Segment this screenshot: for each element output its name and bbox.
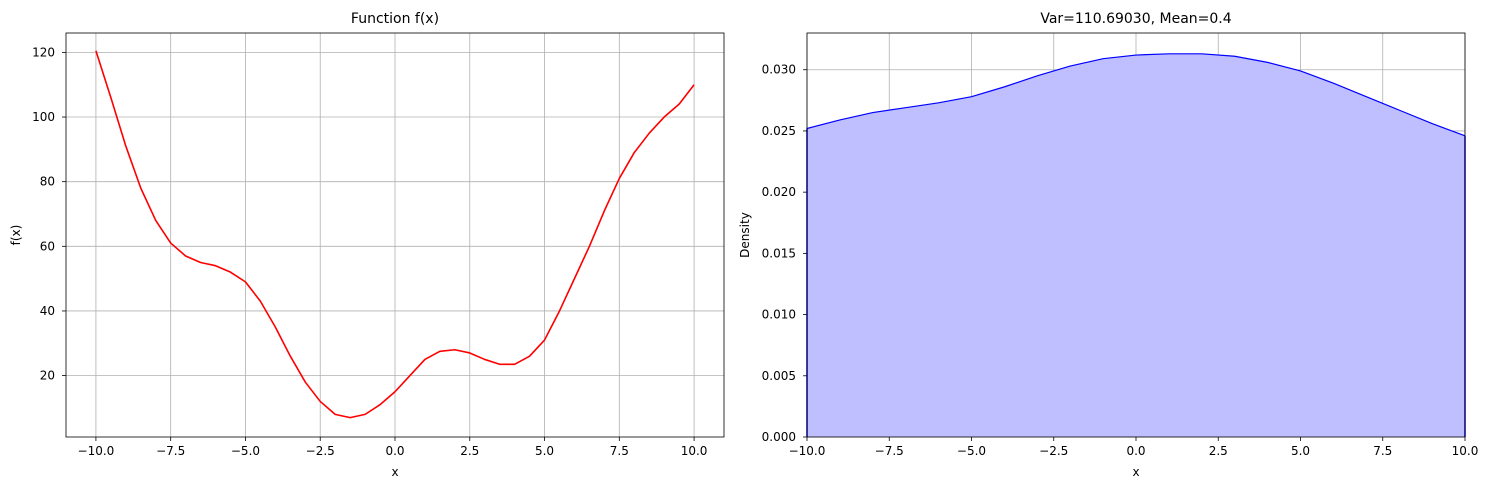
y-tick-label: 60: [40, 239, 55, 253]
y-tick-label: 100: [32, 110, 55, 124]
x-tick-label: −7.5: [156, 444, 185, 458]
function-line: [95, 50, 695, 419]
x-tick-label: −5.0: [957, 444, 986, 458]
y-axis-label: f(x): [9, 225, 23, 246]
x-axis-label: x: [391, 465, 398, 479]
x-tick-label: 2.5: [460, 444, 479, 458]
x-tick-label: 0.0: [1126, 444, 1145, 458]
x-tick-label: 0.0: [385, 444, 404, 458]
x-tick-label: −2.5: [1039, 444, 1068, 458]
y-tick-label: 0.020: [762, 185, 796, 199]
x-axis-label: x: [1132, 465, 1139, 479]
left-chart: −10.0 −7.5 −5.0 −2.5 0.0 2.5 5.0 7.5 10.0 20 40 60 8…: [9, 11, 725, 479]
x-tick-label: 10.0: [1452, 444, 1479, 458]
y-tick-label: 80: [40, 175, 55, 189]
y-tick-label: 40: [40, 304, 55, 318]
x-tick-label: −2.5: [306, 444, 335, 458]
chart-title: Var=110.69030, Mean=0.4: [1040, 11, 1231, 27]
y-tick-label: 0.025: [762, 124, 796, 138]
x-tick-label: −10.0: [789, 444, 826, 458]
x-tick-label: −5.0: [231, 444, 260, 458]
y-tick-label: 0.010: [762, 308, 796, 322]
x-tick-label: 7.5: [610, 444, 629, 458]
x-tick-label: 10.0: [681, 444, 708, 458]
y-tick-label: 0.000: [762, 430, 796, 444]
x-tick-label: 2.5: [1209, 444, 1228, 458]
x-tick-label: −10.0: [78, 444, 115, 458]
x-tick-label: 7.5: [1373, 444, 1392, 458]
y-tick-label: 120: [32, 45, 55, 59]
y-axis-label: Density: [738, 212, 752, 258]
y-tick-label: 0.005: [762, 369, 796, 383]
y-tick-label: 20: [40, 369, 55, 383]
density-line: [806, 53, 1466, 137]
y-tick-label: 0.030: [762, 63, 796, 77]
x-tick-label: −7.5: [875, 444, 904, 458]
density-fill-area: [807, 53, 1465, 437]
chart-title: Function f(x): [351, 11, 439, 27]
x-tick-label: 5.0: [1291, 444, 1310, 458]
right-chart: −10.0 −7.5 −5.0 −2.5 0.0 2.5 5.0 7.5 10.0 0.000 0.…: [738, 11, 1478, 479]
y-tick-label: 0.015: [762, 246, 796, 260]
x-tick-label: 5.0: [535, 444, 554, 458]
